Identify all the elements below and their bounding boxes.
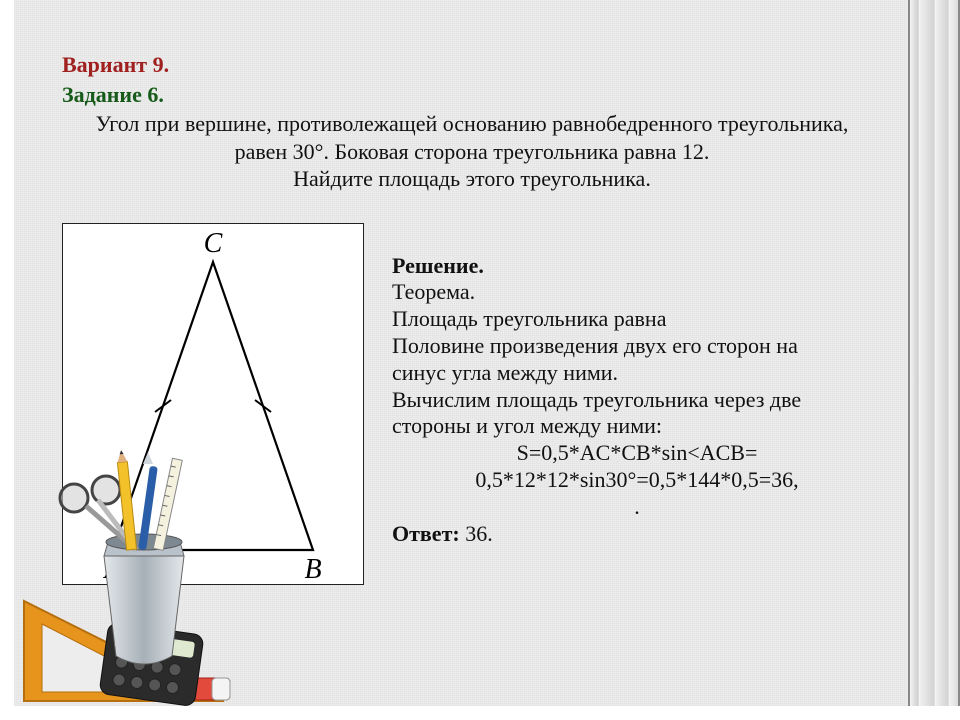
page: Вариант 9. Задание 6. Угол при вершине, … [0, 0, 960, 720]
triangle-svg: C A B [69, 226, 357, 582]
solution-line-1: Теорема. [392, 279, 882, 306]
right-bevel [908, 0, 960, 706]
solution-line-3: Половине произведения двух его сторон на [392, 333, 882, 360]
solution-formula-2: 0,5*12*12*sin30°=0,5*144*0,5=36, [392, 467, 882, 494]
problem-line-2: равен 30°. Боковая сторона треугольника … [62, 138, 882, 166]
task-title: Задание 6. [62, 82, 882, 108]
answer-value: 36. [465, 521, 493, 546]
label-C: C [204, 228, 223, 259]
solution-block: Решение. Теорема. Площадь треугольника р… [364, 203, 882, 548]
tick-right [255, 400, 271, 412]
problem-statement: Угол при вершине, противолежащей основан… [62, 110, 882, 193]
solution-line-2: Площадь треугольника равна [392, 306, 882, 333]
solution-heading: Решение. [392, 253, 882, 280]
solution-line-5: Вычислим площадь треугольника через две [392, 387, 882, 414]
solution-line-6: стороны и угол между ними: [392, 413, 882, 440]
solution-formula-1: S=0,5*AC*CB*sin<ACB= [392, 440, 882, 467]
answer-line: Ответ: 36. [392, 521, 882, 548]
content-row: C A B Решение. Теорема. Площадь треуголь… [62, 203, 882, 585]
label-A: A [102, 554, 122, 582]
solution-dot: . [392, 494, 882, 521]
variant-title: Вариант 9. [62, 52, 882, 78]
triangle-figure: C A B [62, 223, 364, 585]
problem-line-3: Найдите площадь этого треугольника. [62, 165, 882, 193]
answer-label: Ответ: [392, 521, 465, 546]
solution-line-4: синус угла между ними. [392, 360, 882, 387]
problem-line-1: Угол при вершине, противолежащей основан… [62, 110, 882, 138]
content-area: Вариант 9. Задание 6. Угол при вершине, … [28, 0, 912, 692]
label-B: B [304, 554, 321, 582]
tick-left [155, 400, 171, 412]
triangle-path [113, 262, 313, 550]
